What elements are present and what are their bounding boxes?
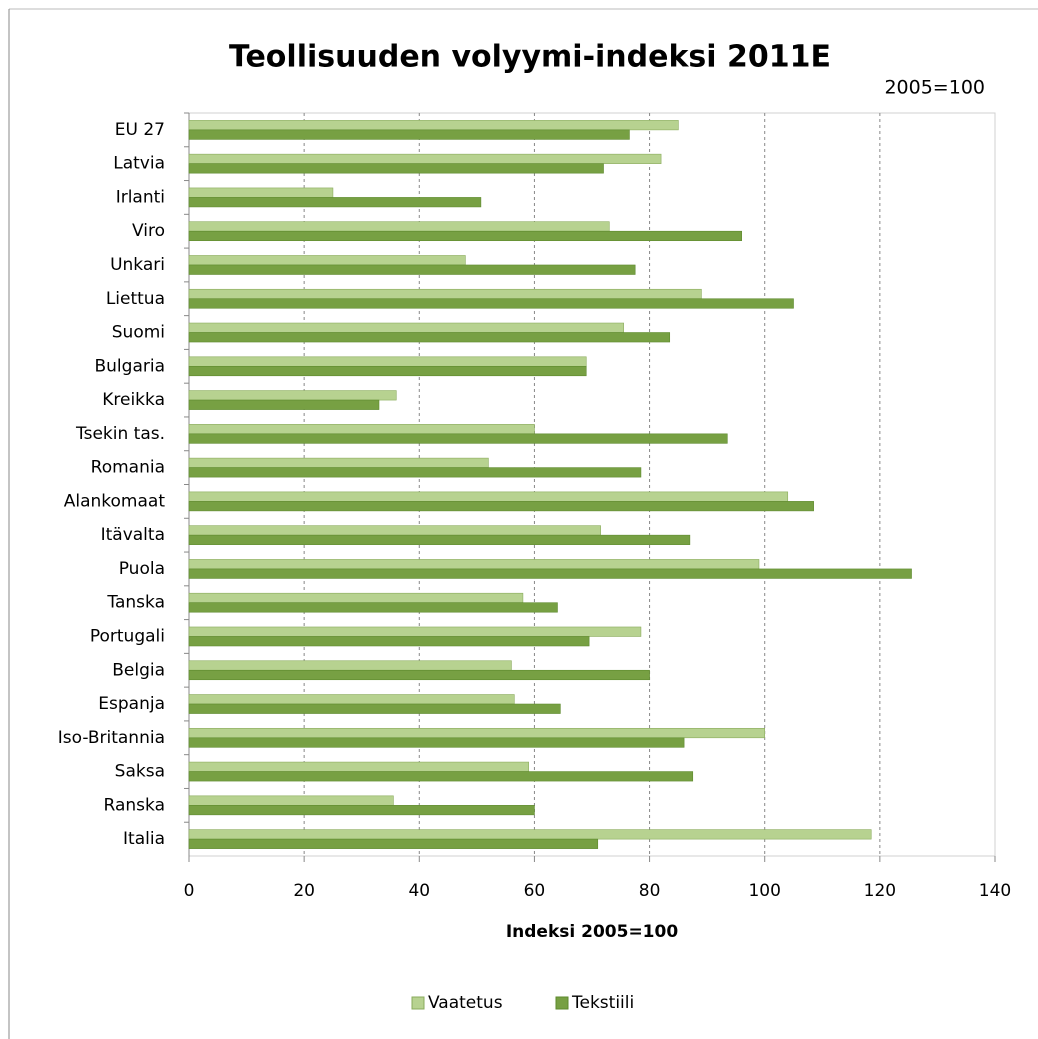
x-axis-label: Indeksi 2005=100	[506, 922, 679, 942]
x-tick-label: 60	[524, 881, 546, 901]
bar	[188, 829, 872, 840]
bar	[188, 534, 691, 545]
bar	[188, 568, 912, 579]
y-tick-label: Suomi	[112, 323, 165, 343]
bar	[188, 255, 466, 266]
bar	[188, 592, 524, 604]
y-tick-label: Italia	[123, 829, 165, 849]
legend-label: Vaatetus	[428, 993, 503, 1013]
bar	[188, 559, 760, 570]
y-tick-label: Itävalta	[101, 525, 165, 545]
bar	[188, 390, 397, 401]
y-tick-label: Irlanti	[116, 187, 165, 207]
bar	[188, 197, 482, 208]
x-tick-label: 140	[979, 881, 1011, 901]
bar	[188, 660, 512, 671]
bar	[188, 365, 587, 377]
bar	[188, 727, 766, 739]
bar	[188, 636, 590, 647]
bar	[188, 424, 535, 435]
bar	[188, 264, 636, 275]
bar	[188, 230, 742, 242]
bar	[188, 491, 789, 502]
bar	[188, 457, 489, 468]
x-tick-label: 80	[639, 881, 661, 901]
bar	[188, 703, 561, 714]
bar	[188, 795, 394, 806]
bar	[188, 298, 794, 309]
y-tick-label: Romania	[91, 458, 165, 478]
bar	[188, 322, 624, 333]
y-tick-label: Unkari	[110, 255, 165, 275]
chart-title: Teollisuuden volyymi-indeksi 2011E	[229, 40, 831, 75]
bar	[188, 332, 671, 343]
bar	[188, 399, 380, 410]
x-tick-label: 120	[864, 881, 896, 901]
y-tick-label: Kreikka	[102, 390, 165, 410]
bar	[188, 525, 601, 536]
legend-swatch	[555, 996, 569, 1010]
bar	[188, 288, 702, 300]
bar	[188, 129, 630, 140]
y-tick-label: Tanska	[106, 593, 165, 613]
legend-label: Tekstiili	[571, 993, 634, 1013]
bar	[188, 694, 515, 705]
bar	[188, 187, 334, 198]
y-tick-label: Bulgaria	[95, 356, 166, 376]
bar	[188, 163, 604, 174]
bar	[188, 153, 662, 164]
y-tick-label: EU 27	[115, 120, 165, 140]
y-tick-label: Puola	[119, 559, 165, 579]
y-tick-label: Saksa	[115, 762, 165, 782]
bar	[188, 467, 642, 478]
bar	[188, 120, 679, 131]
bar	[188, 501, 814, 512]
legend-swatch	[411, 996, 425, 1010]
y-tick-label: Espanja	[98, 694, 165, 714]
x-tick-label: 40	[408, 881, 430, 901]
bar	[188, 221, 610, 232]
bar	[188, 433, 728, 444]
bar	[188, 737, 685, 748]
y-tick-label: Ranska	[104, 795, 165, 815]
bar	[188, 761, 529, 772]
bar	[188, 602, 558, 613]
bar	[188, 805, 535, 816]
y-tick-label: Iso-Britannia	[58, 728, 165, 748]
x-tick-label: 0	[184, 881, 195, 901]
bar	[188, 771, 694, 782]
y-tick-label: Latvia	[113, 154, 165, 174]
x-tick-label: 20	[293, 881, 315, 901]
bar	[188, 356, 587, 367]
y-tick-label: Liettua	[106, 289, 165, 309]
y-tick-label: Alankomaat	[64, 491, 166, 511]
bar	[188, 626, 642, 637]
y-tick-label: Belgia	[112, 660, 165, 680]
y-tick-label: Portugali	[90, 626, 165, 646]
annotation: 2005=100	[884, 77, 985, 99]
x-tick-label: 100	[748, 881, 780, 901]
y-tick-label: Viro	[132, 221, 165, 241]
bar	[188, 669, 650, 681]
y-tick-label: Tsekin tas.	[75, 424, 165, 444]
bar	[188, 838, 599, 849]
